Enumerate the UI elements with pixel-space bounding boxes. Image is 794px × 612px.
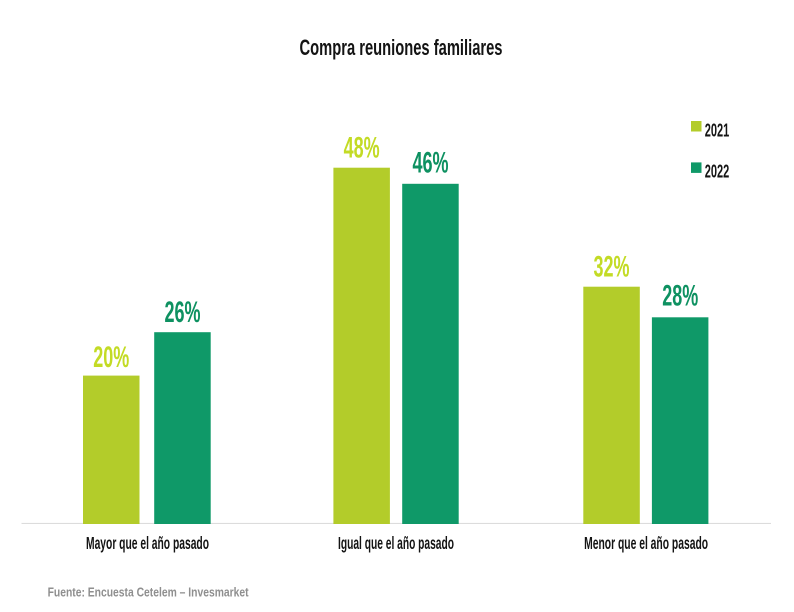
svg-text:Igual que el año pasado: Igual que el año pasado	[338, 533, 454, 553]
svg-text:32%: 32%	[594, 251, 630, 284]
svg-text:2021: 2021	[705, 119, 730, 140]
svg-text:Mayor que el año pasado: Mayor que el año pasado	[86, 533, 209, 553]
svg-text:Menor que el año pasado: Menor que el año pasado	[584, 533, 708, 553]
svg-text:26%: 26%	[165, 296, 201, 329]
svg-text:20%: 20%	[93, 341, 129, 374]
svg-text:46%: 46%	[413, 147, 449, 180]
svg-text:48%: 48%	[344, 131, 380, 164]
svg-text:2022: 2022	[705, 161, 730, 182]
svg-text:28%: 28%	[662, 280, 698, 313]
svg-text:Compra reuniones familiares: Compra reuniones familiares	[300, 35, 503, 60]
svg-text:Fuente: Encuesta Cetelem – Inv: Fuente: Encuesta Cetelem – Invesmarket	[48, 585, 249, 600]
